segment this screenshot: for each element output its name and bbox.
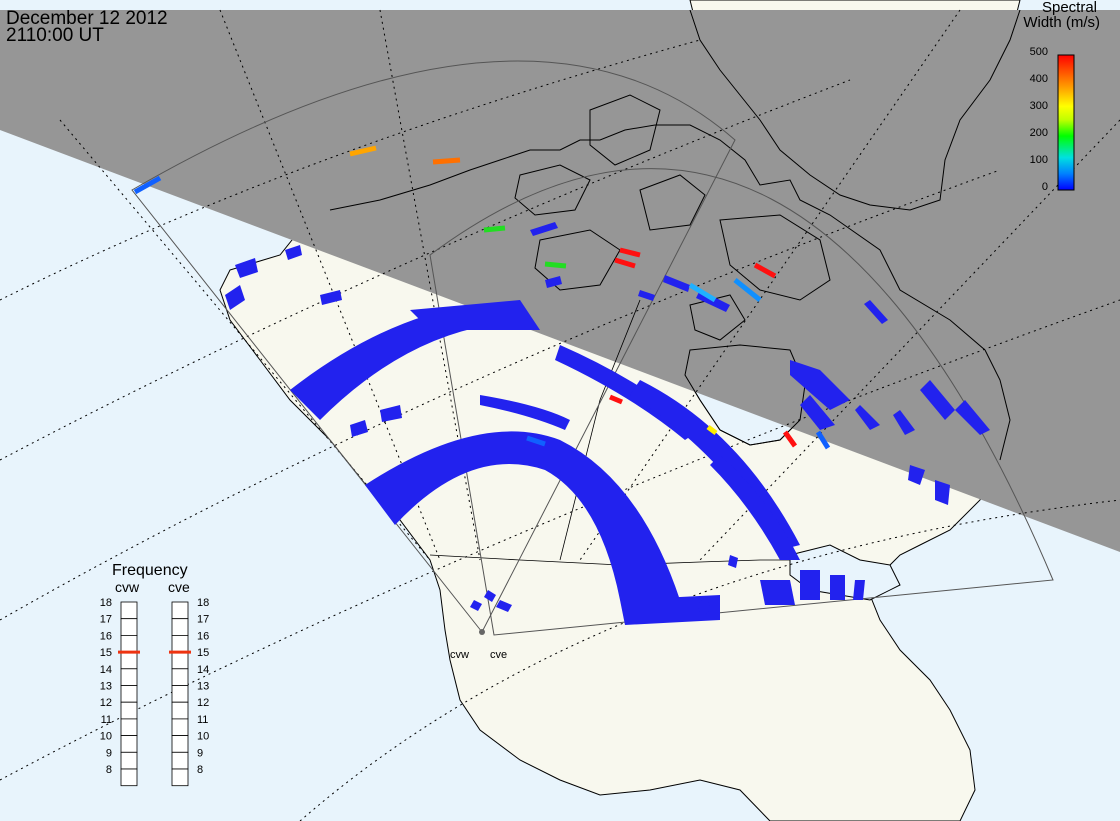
header-date: December 12 2012: [6, 8, 168, 29]
echo-highlights: [133, 145, 831, 450]
frequency-tick: 8: [106, 764, 112, 776]
radar-sites: cvw cve: [450, 629, 507, 661]
frequency-tick: 16: [100, 630, 112, 642]
site-marker-cvw: [479, 629, 485, 635]
frequency-cell: [120, 701, 138, 720]
echo-yellow: [706, 425, 718, 435]
frequency-tick: 14: [197, 664, 209, 676]
echo-orange-1: [349, 145, 377, 157]
frequency-radar-cve: cve: [168, 579, 190, 595]
frequency-tick: 18: [100, 597, 112, 609]
frequency-radar-cvw: cvw: [115, 579, 140, 595]
echo-orange-2: [432, 157, 461, 165]
frequency-cell: [171, 651, 189, 670]
frequency-cell: [171, 601, 189, 620]
frequency-cell: [120, 751, 138, 770]
fov-cve: [429, 168, 1054, 636]
frequency-tick: 9: [106, 747, 112, 759]
frequency-tick: 17: [100, 614, 112, 626]
frequency-title: Frequency: [112, 562, 188, 579]
echo-blue-far: [133, 175, 162, 195]
frequency-cell: [120, 735, 138, 753]
frequency-cell: [171, 718, 189, 737]
colorbar-tick: 400: [1030, 73, 1048, 85]
colorbar-tick: 200: [1030, 127, 1048, 139]
frequency-tick: 8: [197, 764, 203, 776]
frequency-cell: [171, 685, 189, 703]
colorbar-tick: 100: [1030, 154, 1048, 166]
echo-lightblue-2: [688, 282, 717, 303]
frequency-tick: 17: [197, 614, 209, 626]
frequency-ladders: 18 17 16 15 14 13 12 11 10 9 8 18 17 16 15 14 13 12 11 10 9 8: [100, 597, 209, 787]
site-label-cve: cve: [490, 649, 507, 661]
colorbar-title-2: Width (m/s): [1023, 14, 1100, 31]
colorbar-title-1: Spectral: [1042, 0, 1097, 16]
frequency-tick: 11: [101, 714, 112, 726]
night-coastlines: [329, 9, 1021, 461]
province-border: [559, 299, 641, 561]
echo-red-4: [609, 394, 623, 405]
frequency-cell: [171, 768, 189, 787]
frequency-tick: 15: [100, 647, 112, 659]
colorbar-tick: 0: [1042, 181, 1048, 193]
fov-outline: [131, 60, 1054, 636]
frequency-cell: [171, 668, 189, 686]
frequency-cell: [120, 618, 138, 636]
frequency-cell: [120, 768, 138, 787]
echo-green-2: [544, 261, 567, 269]
frequency-cell: [120, 635, 138, 653]
frequency-tick: 14: [100, 664, 112, 676]
frequency-cell: [120, 651, 138, 670]
frequency-tick: 16: [197, 630, 209, 642]
frequency-tick: 18: [197, 597, 209, 609]
frequency-cell: [171, 701, 189, 720]
header-time: 2110:00 UT: [6, 25, 104, 46]
colorbar-tick: 500: [1030, 46, 1048, 58]
frequency-tick: 15: [197, 647, 209, 659]
frequency-cell: [171, 735, 189, 753]
fov-cvw: [131, 60, 736, 633]
frequency-tick: 10: [100, 731, 112, 743]
echo-cells: [225, 222, 990, 625]
frequency-tick: 9: [197, 747, 203, 759]
frequency-tick: 13: [100, 681, 112, 693]
frequency-panel: Frequency cvw cve 1817161514131211109818…: [100, 562, 209, 787]
frequency-tick: 10: [197, 731, 209, 743]
echo-red-3: [753, 262, 777, 279]
colorbar-scale: [1057, 54, 1075, 191]
frequency-cell: [171, 618, 189, 636]
colorbar-tick: 300: [1030, 100, 1048, 112]
frequency-cell: [120, 601, 138, 620]
frequency-tick: 12: [100, 697, 112, 709]
echo-green-1: [483, 225, 506, 233]
frequency-cell: [120, 718, 138, 737]
echo-blue-2: [815, 430, 831, 450]
echo-lightblue-1: [733, 278, 762, 302]
frequency-tick: 12: [197, 697, 209, 709]
echo-red-2: [614, 257, 636, 269]
frequency-cell: [171, 635, 189, 653]
echo-blue-3: [526, 435, 546, 447]
site-label-cvw: cvw: [450, 649, 469, 661]
frequency-tick: 11: [197, 714, 208, 726]
frequency-tick: 13: [197, 681, 209, 693]
frequency-cell: [120, 685, 138, 703]
echo-red-1: [619, 247, 641, 258]
colorbar: Spectral Width (m/s) 500 400 300 200 100…: [1023, 0, 1100, 193]
frequency-cell: [120, 668, 138, 686]
echo-red-5: [782, 430, 798, 448]
frequency-cell: [171, 751, 189, 770]
